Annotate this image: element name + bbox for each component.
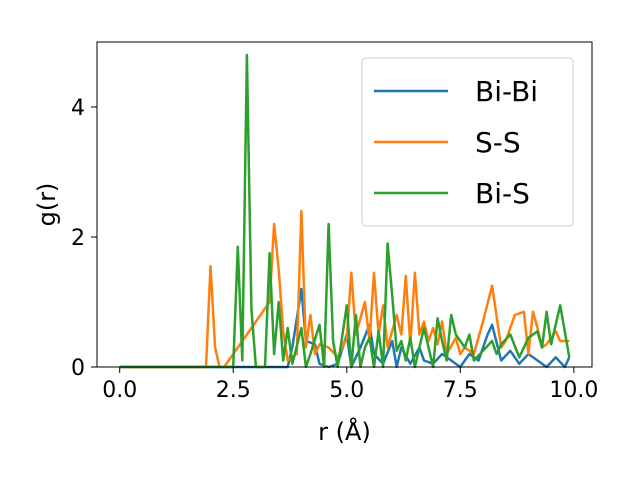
y-axis-label: g(r) — [33, 183, 61, 227]
x-tick-label: 5.0 — [329, 378, 364, 403]
legend: Bi-Bi S-S Bi-S — [361, 57, 574, 227]
x-axis: 0.0 2.5 5.0 7.5 10.0 — [102, 367, 598, 403]
legend-label: Bi-S — [475, 177, 530, 210]
y-axis: 0 2 4 — [71, 96, 97, 381]
x-tick-label: 2.5 — [216, 378, 251, 403]
legend-box — [361, 57, 574, 227]
plot-frame — [96, 41, 593, 368]
y-tick-label: 0 — [71, 356, 85, 381]
legend-label: Bi-Bi — [475, 75, 538, 108]
y-tick-label: 4 — [71, 96, 85, 121]
x-tick-label: 7.5 — [443, 378, 478, 403]
y-tick-label: 2 — [71, 226, 85, 251]
x-tick-label: 10.0 — [549, 378, 598, 403]
x-tick-label: 0.0 — [102, 378, 137, 403]
legend-label: S-S — [475, 126, 521, 159]
x-axis-label: r (Å) — [318, 417, 371, 446]
